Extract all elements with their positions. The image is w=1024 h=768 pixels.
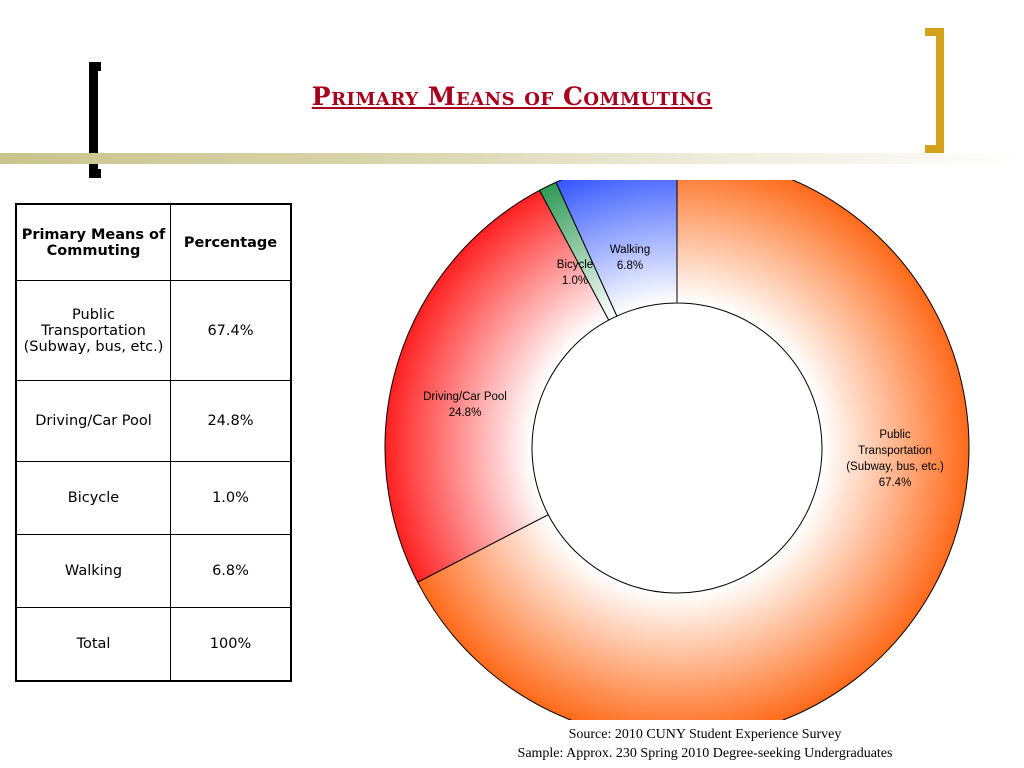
source-line: Source: 2010 CUNY Student Experience Sur… [568, 727, 842, 742]
table-cell-mode: Total [15, 607, 171, 682]
donut-chart-svg: Public Transportation (Subway, bus, etc.) 6… [384, 155, 970, 741]
donut-chart: Public Transportation (Subway, bus, etc.) 6… [380, 155, 980, 741]
table-cell-mode: Driving/Car Pool [15, 380, 171, 462]
label-driving-car-pool: Driving/Car Pool 24.8% [423, 391, 507, 419]
table-cell-percentage: 6.8% [170, 534, 292, 608]
label-walking: Walking 6.8% [610, 244, 650, 272]
table-cell-percentage: 67.4% [170, 280, 292, 381]
table-header-percentage: Percentage [170, 203, 292, 281]
table-cell-mode: Public Transportation (Subway, bus, etc.… [15, 280, 171, 381]
left-bracket-decoration [89, 62, 101, 178]
table-row-total: Total 100% [15, 607, 292, 682]
table-cell-mode: Bicycle [15, 461, 171, 535]
right-bracket-decoration [925, 28, 944, 153]
table-row: Bicycle 1.0% [15, 461, 292, 535]
label-bicycle: Bicycle 1.0% [557, 259, 593, 287]
slide-title: Primary Means of Commuting [311, 82, 713, 111]
table-cell-percentage: 1.0% [170, 461, 292, 535]
slice-driving-car-pool [384, 189, 610, 583]
table-row: Public Transportation (Subway, bus, etc.… [15, 280, 292, 381]
table-cell-percentage: 100% [170, 607, 292, 682]
title-rule [0, 153, 1024, 164]
commuting-table: Primary Means of Commuting Percentage Pu… [15, 203, 292, 682]
slice-public-transportation [416, 155, 970, 741]
table-header-row: Primary Means of Commuting Percentage [15, 203, 292, 281]
label-public-transportation: Public Transportation (Subway, bus, etc.) 6… [846, 429, 944, 489]
source-note: Source: 2010 CUNY Student Experience Sur… [440, 725, 970, 763]
table-row: Walking 6.8% [15, 534, 292, 608]
table-header-mode: Primary Means of Commuting [15, 203, 171, 281]
table-row: Driving/Car Pool 24.8% [15, 380, 292, 462]
table-cell-mode: Walking [15, 534, 171, 608]
sample-line: Sample: Approx. 230 Spring 2010 Degree-s… [517, 746, 893, 761]
table-cell-percentage: 24.8% [170, 380, 292, 462]
